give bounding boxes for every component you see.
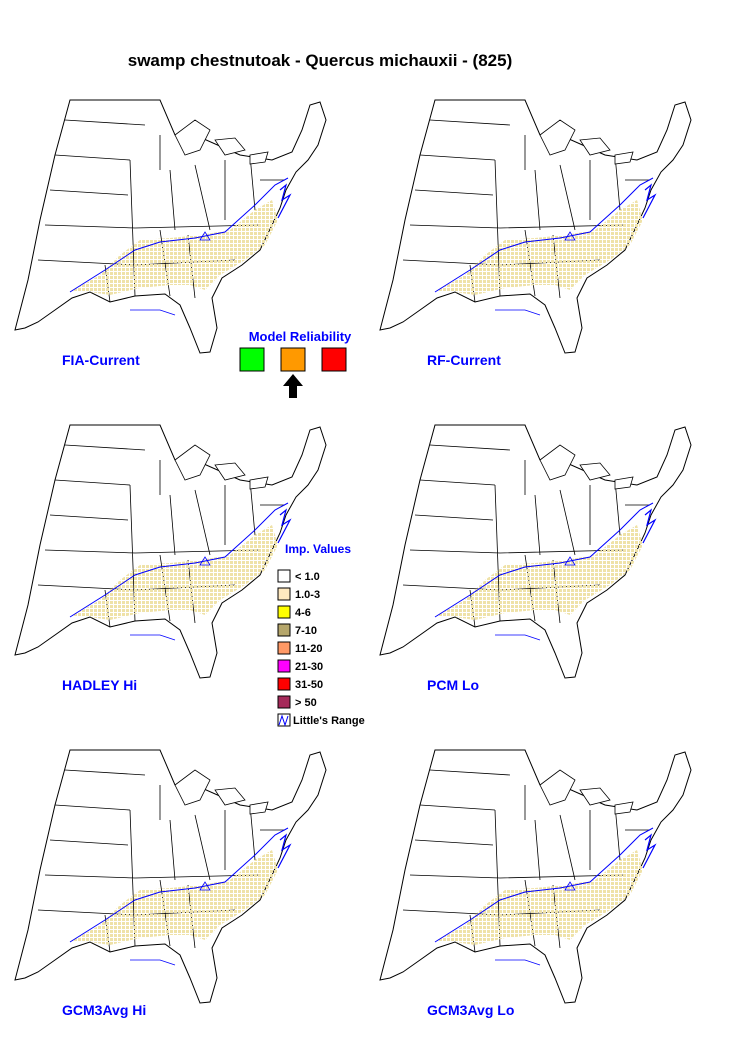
legend-swatch xyxy=(277,587,291,601)
range-swatch xyxy=(277,713,291,727)
map-panel: GCM3Avg Hi xyxy=(14,749,327,1018)
reliability-arrow xyxy=(283,374,303,398)
map xyxy=(14,99,327,354)
legend-swatch xyxy=(277,605,291,619)
legend-swatch xyxy=(277,623,291,637)
map-panel: PCM Lo xyxy=(379,424,692,693)
map-panel: FIA-Current xyxy=(14,99,327,368)
legend-title: Imp. Values xyxy=(285,542,351,556)
map-label: HADLEY Hi xyxy=(62,677,137,693)
legend-swatch xyxy=(277,641,291,655)
map xyxy=(14,749,327,1004)
legend-label: 31-50 xyxy=(295,679,323,691)
map xyxy=(379,424,692,679)
legend-label: 21-30 xyxy=(295,661,323,673)
map-label: PCM Lo xyxy=(427,677,479,693)
map-label: GCM3Avg Lo xyxy=(427,1002,514,1018)
map xyxy=(379,749,692,1004)
legend: Imp. Values < 1.0 1.0-3 4-6 7-10 11-20 21-30 3… xyxy=(277,542,365,727)
legend-label: 1.0-3 xyxy=(295,589,320,601)
title: swamp chestnutoak - Quercus michauxii - … xyxy=(128,51,513,70)
legend-label: 4-6 xyxy=(295,607,311,619)
map-panel: RF-Current xyxy=(379,99,692,368)
map-panels: FIA-Current RF-Current HADLEY Hi PCM Lo GCM3… xyxy=(14,99,692,1018)
range-label: Little's Range xyxy=(293,715,365,727)
range-icon xyxy=(278,714,289,727)
legend-swatch xyxy=(277,569,291,583)
legend-swatch xyxy=(277,659,291,673)
reliability-box xyxy=(239,347,265,372)
map-label: FIA-Current xyxy=(62,352,140,368)
reliability-title: Model Reliability xyxy=(249,329,352,344)
reliability-box xyxy=(321,347,347,372)
legend-label: < 1.0 xyxy=(295,571,320,583)
legend-swatch xyxy=(277,695,291,709)
map-label: RF-Current xyxy=(427,352,501,368)
reliability-box xyxy=(280,347,306,372)
legend-label: 7-10 xyxy=(295,625,317,637)
legend-label: > 50 xyxy=(295,697,317,709)
legend-label: 11-20 xyxy=(295,643,323,655)
map xyxy=(379,99,692,354)
map xyxy=(14,424,327,679)
map-panel: GCM3Avg Lo xyxy=(379,749,692,1018)
map-panel: HADLEY Hi xyxy=(14,424,327,693)
model-reliability: Model Reliability xyxy=(239,329,352,398)
map-label: GCM3Avg Hi xyxy=(62,1002,146,1018)
legend-swatch xyxy=(277,677,291,691)
